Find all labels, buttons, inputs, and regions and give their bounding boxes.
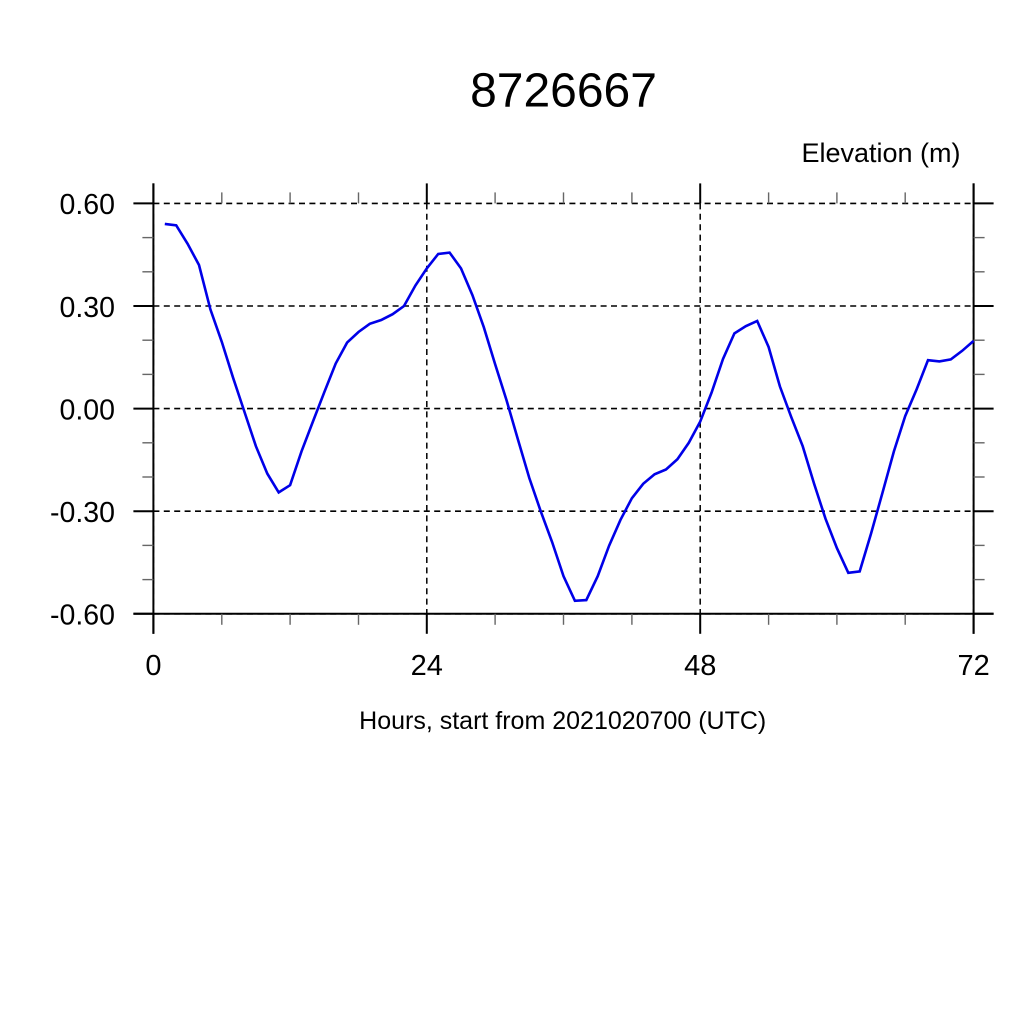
svg-text:72: 72: [957, 650, 989, 682]
svg-text:-0.30: -0.30: [50, 497, 115, 529]
svg-text:Elevation (m): Elevation (m): [801, 138, 960, 168]
svg-text:-0.60: -0.60: [50, 600, 115, 632]
svg-text:Hours, start from 2021020700 (: Hours, start from 2021020700 (UTC): [359, 707, 766, 735]
svg-text:24: 24: [411, 650, 443, 682]
svg-text:0: 0: [145, 650, 161, 682]
svg-text:0.30: 0.30: [60, 292, 115, 324]
svg-text:48: 48: [684, 650, 716, 682]
svg-text:0.60: 0.60: [60, 189, 115, 221]
svg-text:0.00: 0.00: [60, 394, 115, 426]
svg-text:8726667: 8726667: [470, 65, 657, 118]
